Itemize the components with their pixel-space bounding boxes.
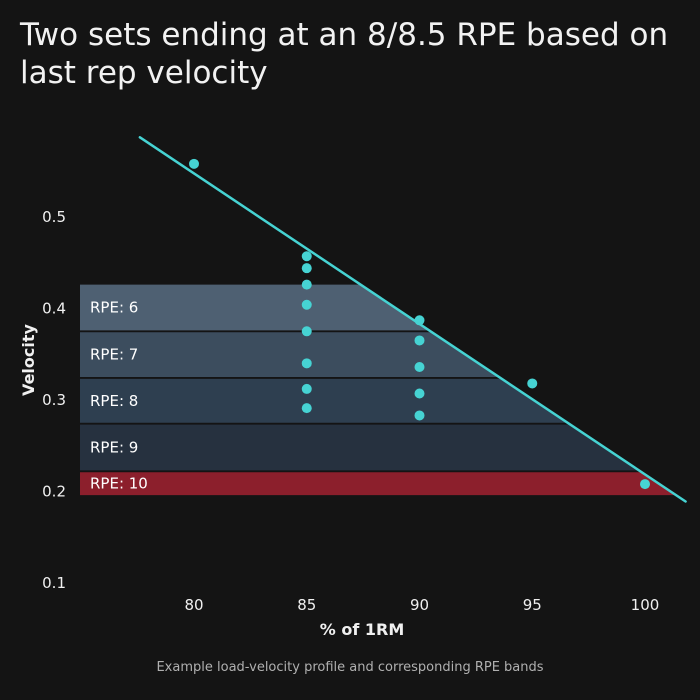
data-point-14 — [527, 378, 538, 389]
rpe-band-label-9: RPE: 9 — [90, 438, 138, 456]
y-tick-label: 0.1 — [42, 574, 66, 592]
data-point-13 — [414, 410, 425, 421]
data-point-12 — [414, 388, 425, 399]
data-point-1 — [301, 251, 312, 262]
rpe-band-7 — [80, 332, 500, 378]
rpe-band-8 — [80, 378, 568, 423]
x-tick-label: 85 — [297, 596, 316, 614]
rpe-band-label-6: RPE: 6 — [90, 299, 138, 317]
rpe-band-6 — [80, 284, 430, 331]
data-point-5 — [301, 326, 312, 337]
x-tick-label: 90 — [410, 596, 429, 614]
data-point-2 — [301, 263, 312, 274]
rpe-band-label-10: RPE: 10 — [90, 475, 148, 493]
data-point-15 — [640, 479, 650, 490]
data-point-0 — [189, 158, 199, 169]
x-axis-label: % of 1RM — [320, 620, 405, 639]
y-tick-label: 0.2 — [42, 483, 66, 501]
y-tick-label: 0.5 — [42, 208, 66, 226]
data-point-9 — [414, 315, 425, 326]
chart-caption: Example load-velocity profile and corres… — [156, 660, 544, 675]
y-axis-ticks: 0.1 0.2 0.3 0.4 0.5 — [42, 208, 66, 592]
trend-line-layer — [138, 136, 687, 503]
rpe-band-label-8: RPE: 8 — [90, 392, 138, 410]
rpe-band-10 — [80, 472, 676, 496]
rpe-band-9 — [80, 424, 639, 471]
data-point-8 — [301, 403, 312, 414]
data-points — [189, 158, 650, 490]
rpe-bands: RPE: 6 RPE: 7 RPE: 8 RPE: 9 RPE: 10 — [80, 284, 676, 496]
trend-line — [138, 136, 687, 503]
data-point-6 — [301, 358, 312, 369]
data-point-11 — [414, 361, 425, 372]
data-point-10 — [414, 335, 425, 346]
rpe-band-label-7: RPE: 7 — [90, 346, 138, 364]
x-tick-label: 100 — [631, 596, 660, 614]
y-axis-label: Velocity — [19, 323, 38, 395]
chart-title: Two sets ending at an 8/8.5 RPE based on… — [20, 17, 669, 91]
x-tick-label: 80 — [184, 596, 203, 614]
data-point-7 — [301, 383, 312, 394]
x-tick-label: 95 — [523, 596, 542, 614]
x-axis-ticks: 80 85 90 95 100 — [184, 596, 659, 614]
y-tick-label: 0.3 — [42, 391, 66, 409]
data-point-3 — [301, 279, 312, 290]
data-point-4 — [301, 299, 312, 310]
y-tick-label: 0.4 — [42, 300, 66, 318]
